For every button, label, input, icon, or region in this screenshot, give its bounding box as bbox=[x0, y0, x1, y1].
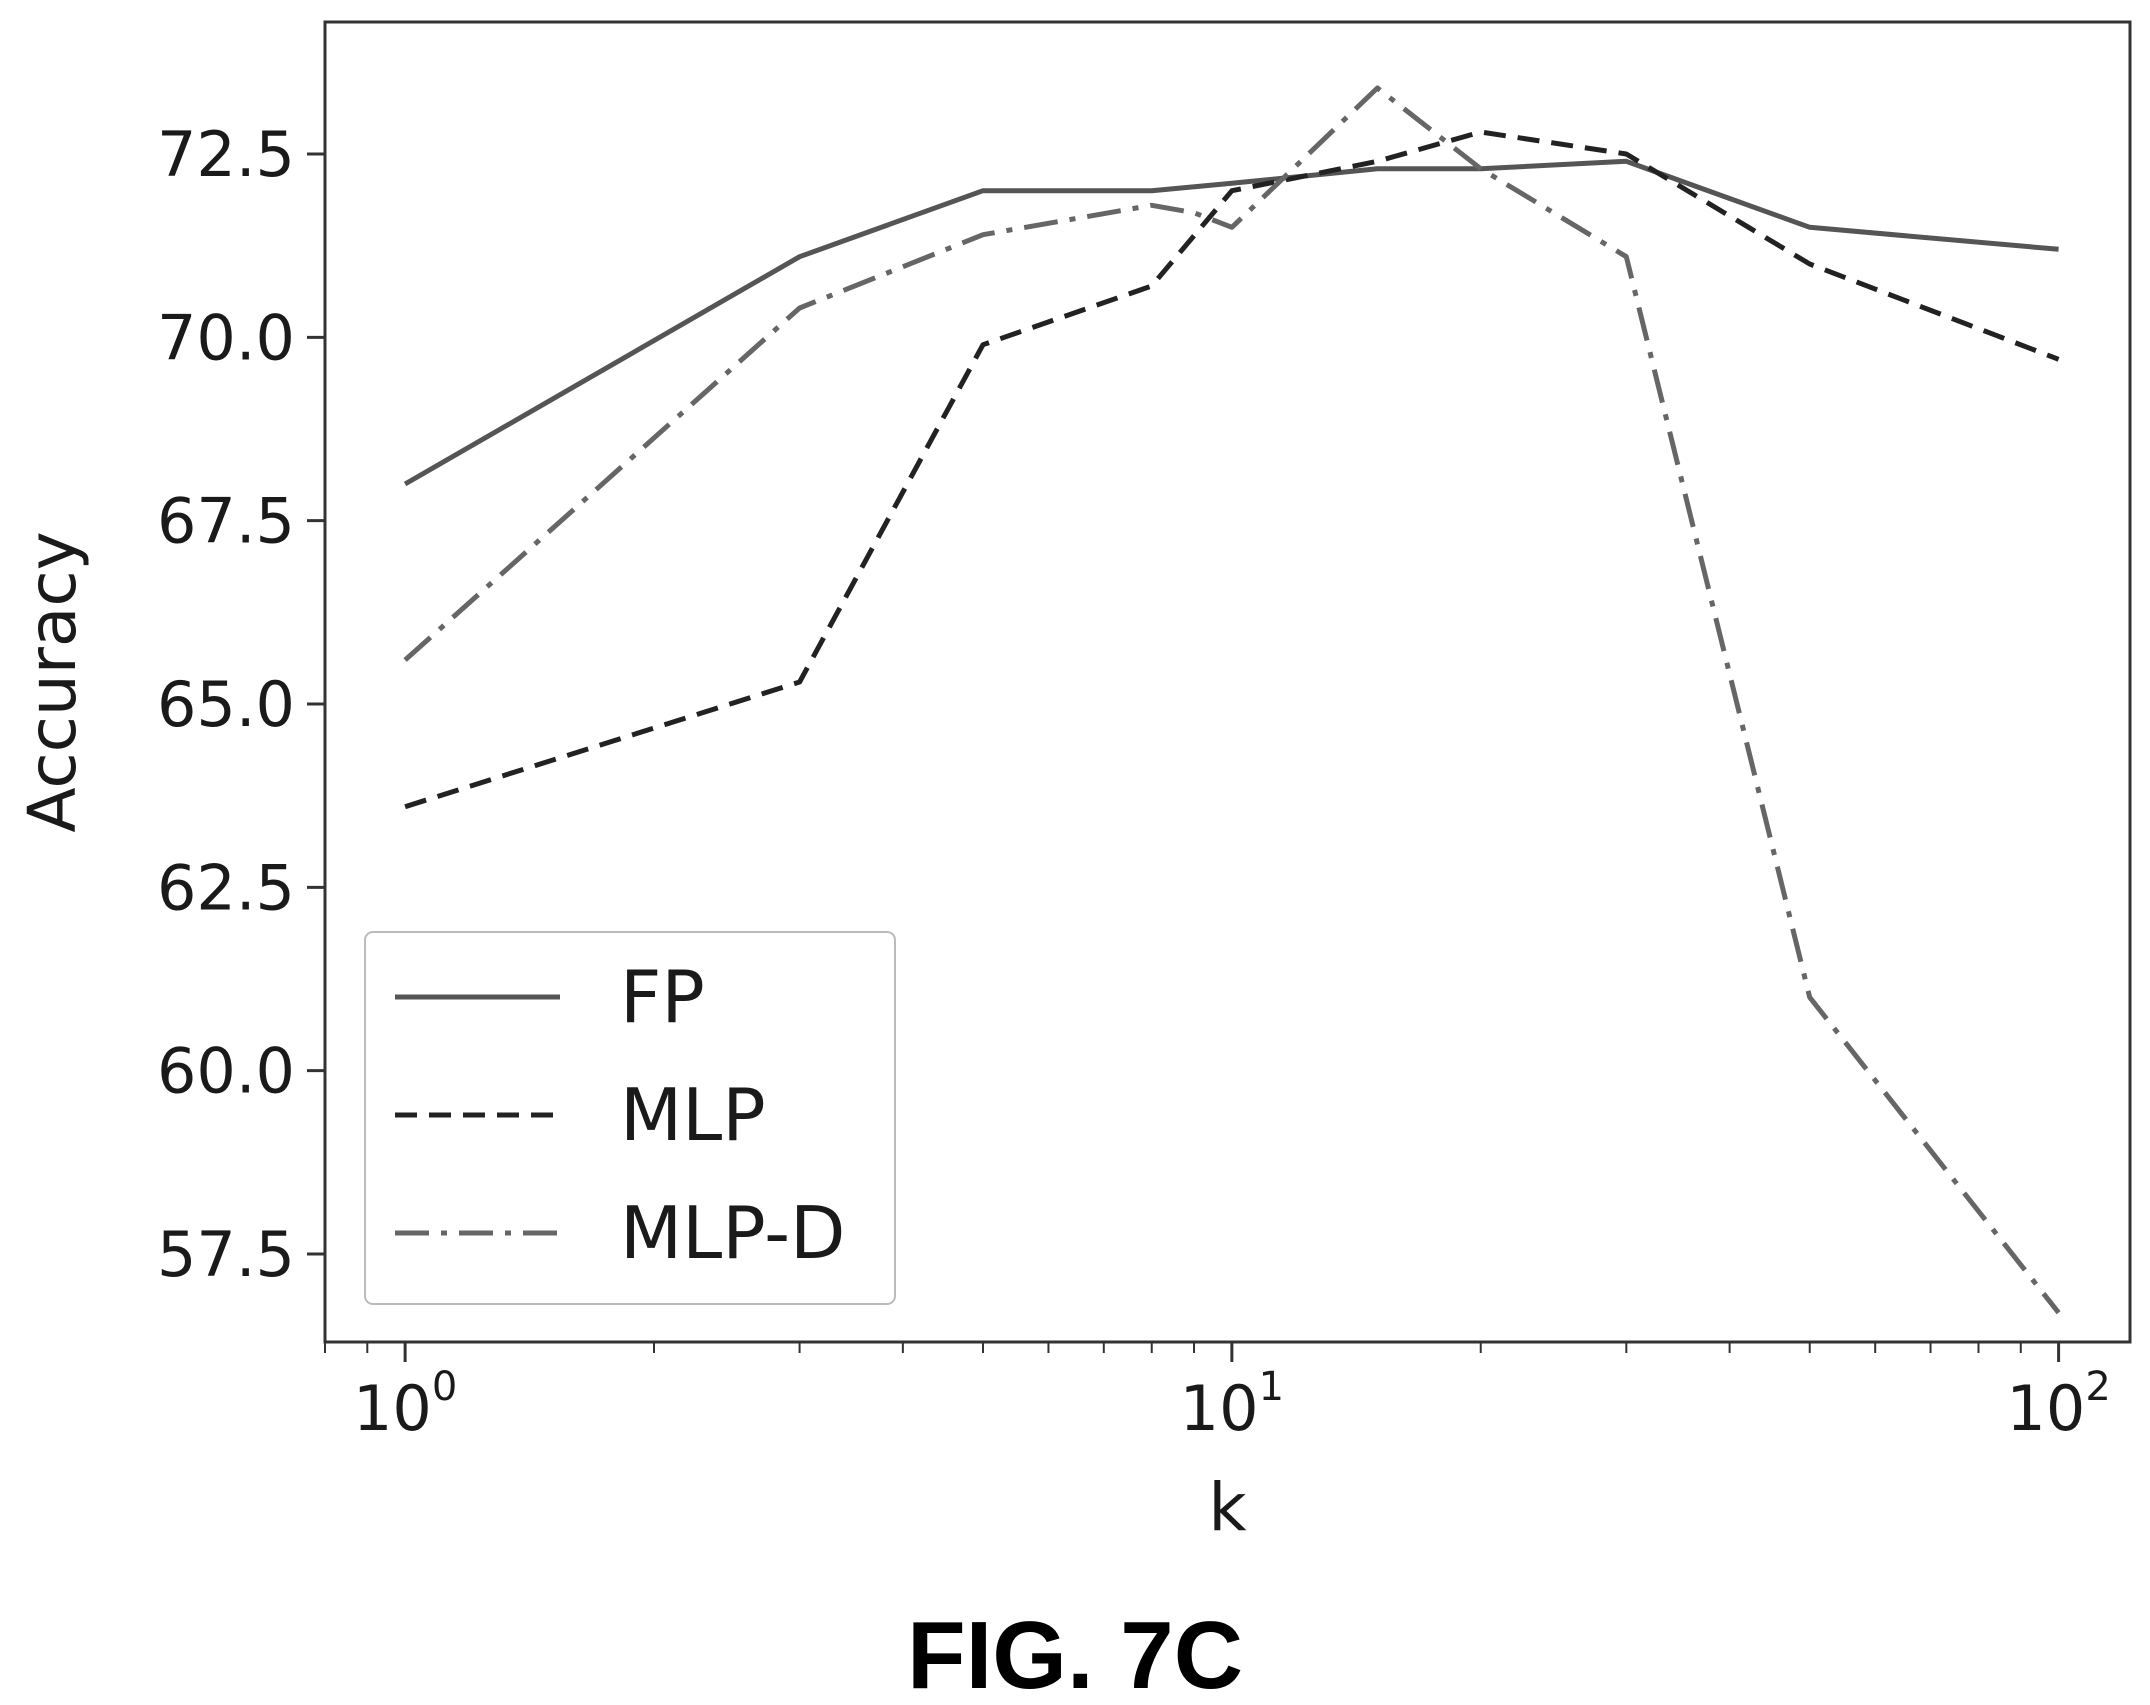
legend-label-fp: FP bbox=[620, 955, 705, 1039]
legend-label-mlp: MLP bbox=[620, 1073, 766, 1157]
x-tick-label: 101 bbox=[1180, 1364, 1284, 1445]
legend-label-mlp-d: MLP-D bbox=[620, 1191, 846, 1275]
y-tick-label: 65.0 bbox=[157, 668, 295, 741]
y-axis-ticks: 57.5 60.0 62.5 65.0 67.5 70.0 72.5 bbox=[157, 118, 325, 1291]
legend: FP MLP MLP-D bbox=[364, 931, 896, 1305]
x-axis-ticks: 100 101 102 bbox=[324, 1342, 2111, 1445]
series-lines bbox=[403, 85, 2061, 1315]
legend-box bbox=[364, 931, 896, 1305]
y-tick-label: 62.5 bbox=[157, 851, 295, 924]
x-axis-label: k bbox=[1208, 1469, 1247, 1546]
y-tick-label: 60.0 bbox=[157, 1035, 295, 1108]
figure-caption: FIG. 7C bbox=[907, 1602, 1243, 1705]
y-tick-label: 67.5 bbox=[157, 485, 295, 558]
y-tick-label: 72.5 bbox=[157, 118, 295, 191]
x-tick-label: 102 bbox=[2006, 1364, 2110, 1445]
plot-frame bbox=[323, 20, 2132, 1344]
plot-area bbox=[323, 20, 2132, 1344]
series-line-mlp-d bbox=[403, 85, 2061, 1315]
y-tick-label: 70.0 bbox=[157, 301, 295, 374]
y-axis-label: Accuracy bbox=[14, 531, 91, 832]
series-line-mlp bbox=[404, 129, 2060, 810]
y-tick-label: 57.5 bbox=[157, 1218, 295, 1291]
x-tick-label: 100 bbox=[353, 1364, 457, 1445]
